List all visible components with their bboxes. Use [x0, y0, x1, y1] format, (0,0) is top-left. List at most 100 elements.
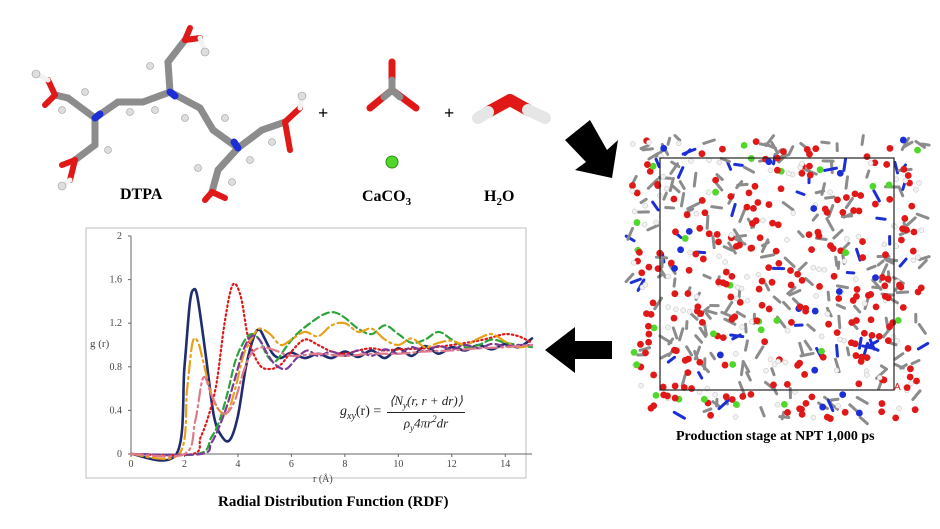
atom	[753, 317, 761, 325]
atom	[844, 236, 850, 242]
atom	[863, 354, 871, 361]
atom	[908, 202, 916, 210]
atom-bond	[881, 263, 889, 276]
atom	[896, 405, 902, 412]
atom	[899, 136, 907, 144]
atom	[683, 211, 691, 219]
atom-bond	[686, 201, 701, 211]
atom	[701, 209, 709, 217]
atom	[733, 295, 740, 302]
atom-bond	[705, 214, 710, 230]
atom	[692, 250, 700, 258]
atom	[659, 383, 667, 391]
atom	[712, 391, 718, 398]
atom	[899, 225, 906, 233]
rdf-series-line-2	[129, 282, 534, 457]
atom	[819, 403, 827, 411]
atom-bond	[658, 267, 667, 279]
atom-bond	[646, 178, 659, 190]
atom	[784, 409, 791, 416]
atom	[653, 219, 659, 226]
atom	[733, 351, 739, 357]
atom-bond	[709, 351, 716, 361]
atom	[906, 373, 914, 381]
atom	[671, 290, 679, 298]
atom	[872, 303, 880, 311]
atom	[811, 366, 819, 374]
atom	[637, 340, 644, 348]
atom-bond	[916, 341, 930, 351]
atom	[879, 274, 886, 281]
atom	[859, 254, 867, 261]
atom	[823, 413, 831, 421]
atom	[693, 293, 700, 300]
atom	[732, 414, 739, 420]
atom	[744, 297, 751, 304]
atom-bond	[646, 223, 660, 232]
atom-bond	[781, 201, 795, 212]
atom-bond	[844, 175, 849, 190]
atom	[784, 237, 790, 243]
atom-bond	[866, 264, 877, 271]
atom	[710, 330, 717, 338]
atom	[756, 234, 764, 242]
atom-bond	[670, 184, 681, 194]
atom	[842, 249, 850, 257]
atom	[745, 189, 753, 197]
atom	[684, 355, 692, 363]
atom	[814, 228, 822, 236]
atom	[751, 182, 759, 190]
rdf-series-line-6	[129, 343, 534, 458]
atom-bond	[803, 339, 813, 352]
atom	[773, 317, 781, 324]
atom-bond	[669, 162, 679, 175]
atom-bond	[744, 339, 749, 352]
atom	[750, 205, 757, 212]
atom	[883, 161, 891, 168]
atom-bond	[895, 290, 910, 295]
atom-bond	[855, 395, 869, 405]
atom	[774, 401, 781, 408]
atom	[872, 274, 879, 282]
atom	[645, 263, 653, 271]
atom	[752, 138, 760, 146]
atom	[687, 249, 693, 256]
atom	[904, 344, 912, 352]
atom	[767, 356, 774, 363]
atom-bond	[693, 349, 699, 360]
atom	[663, 185, 670, 192]
rdf-series-line-1	[129, 287, 534, 462]
atom	[670, 314, 678, 322]
atom	[763, 367, 769, 374]
atom-bond	[829, 397, 840, 402]
atom	[853, 276, 859, 282]
atom-bond	[823, 166, 838, 172]
atom	[761, 338, 769, 346]
atom	[699, 255, 707, 263]
atom-bond	[705, 309, 718, 315]
atom	[676, 140, 682, 147]
eq-numerator: ⟨Ny(r, r + dr)⟩	[387, 393, 465, 413]
atom	[855, 380, 863, 388]
atom	[747, 390, 755, 398]
atom-bond	[624, 272, 635, 284]
atom	[650, 324, 658, 332]
atom	[836, 169, 844, 177]
atom	[875, 332, 883, 340]
atom-bond	[857, 336, 863, 350]
atom	[869, 182, 877, 190]
atom	[732, 401, 740, 408]
atom	[837, 336, 843, 343]
atom	[808, 246, 815, 254]
atom-bond	[844, 196, 855, 209]
atom	[769, 219, 776, 227]
atom	[715, 278, 723, 286]
atom	[816, 166, 824, 174]
atom-bond	[835, 343, 839, 358]
atom-bond	[738, 380, 746, 396]
atom	[788, 318, 795, 326]
atom	[774, 166, 781, 174]
atom	[642, 202, 648, 209]
atom	[721, 361, 729, 369]
atom-bond	[678, 180, 686, 190]
